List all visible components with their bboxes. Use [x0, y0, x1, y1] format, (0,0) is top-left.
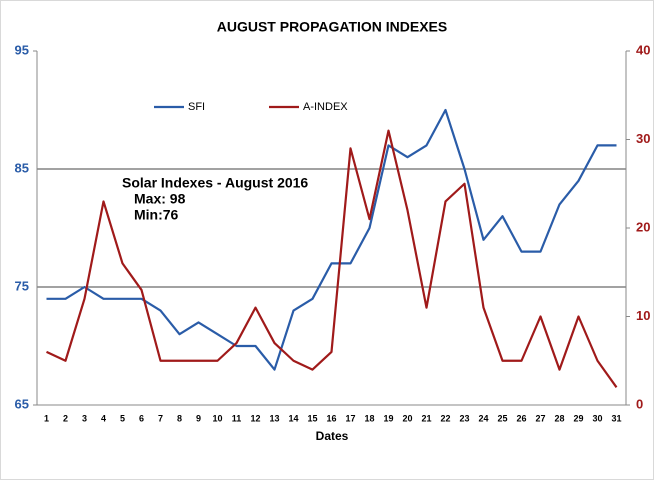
x-tick-label: 15 [307, 413, 317, 423]
x-tick-label: 4 [101, 413, 106, 423]
legend-label: A-INDEX [303, 101, 348, 113]
y-tick-label: 75 [15, 278, 29, 293]
x-tick-label: 17 [345, 413, 355, 423]
x-tick-label: 11 [232, 413, 242, 423]
x-tick-label: 5 [120, 413, 125, 423]
annotation: Min:76 [134, 207, 179, 223]
x-tick-label: 9 [196, 413, 201, 423]
y2-tick-label: 0 [636, 396, 643, 411]
x-tick-label: 25 [497, 413, 507, 423]
x-tick-label: 29 [573, 413, 583, 423]
x-tick-label: 13 [269, 413, 279, 423]
x-tick-label: 21 [421, 413, 431, 423]
y2-tick-label: 20 [636, 219, 650, 234]
x-tick-label: 31 [611, 413, 621, 423]
x-tick-label: 10 [212, 413, 222, 423]
x-tick-label: 7 [158, 413, 163, 423]
x-tick-label: 18 [364, 413, 374, 423]
y2-tick-label: 10 [636, 308, 650, 323]
x-tick-label: 2 [63, 413, 68, 423]
chart-title: AUGUST PROPAGATION INDEXES [217, 19, 448, 35]
x-tick-label: 24 [478, 413, 488, 423]
x-tick-label: 19 [383, 413, 393, 423]
y-tick-label: 95 [15, 42, 29, 57]
y-tick-label: 65 [15, 396, 29, 411]
x-tick-label: 27 [535, 413, 545, 423]
x-tick-label: 30 [592, 413, 602, 423]
legend-label: SFI [188, 101, 205, 113]
y-tick-label: 85 [15, 160, 29, 175]
x-tick-label: 23 [459, 413, 469, 423]
x-tick-label: 1 [44, 413, 49, 423]
x-tick-label: 22 [440, 413, 450, 423]
x-tick-label: 3 [82, 413, 87, 423]
x-tick-label: 28 [554, 413, 564, 423]
x-tick-label: 26 [516, 413, 526, 423]
annotation: Solar Indexes - August 2016 [122, 175, 308, 191]
x-tick-label: 12 [250, 413, 260, 423]
annotation: Max: 98 [134, 191, 186, 207]
x-tick-label: 16 [326, 413, 336, 423]
line-series [46, 129, 618, 388]
line-series [46, 108, 617, 371]
x-tick-label: 8 [177, 413, 182, 423]
x-tick-label: 20 [402, 413, 412, 423]
x-tick-label: 6 [139, 413, 144, 423]
y2-tick-label: 30 [636, 131, 650, 146]
x-tick-label: 14 [288, 413, 298, 423]
x-axis-label: Dates [316, 429, 349, 443]
y2-tick-label: 40 [636, 42, 650, 57]
